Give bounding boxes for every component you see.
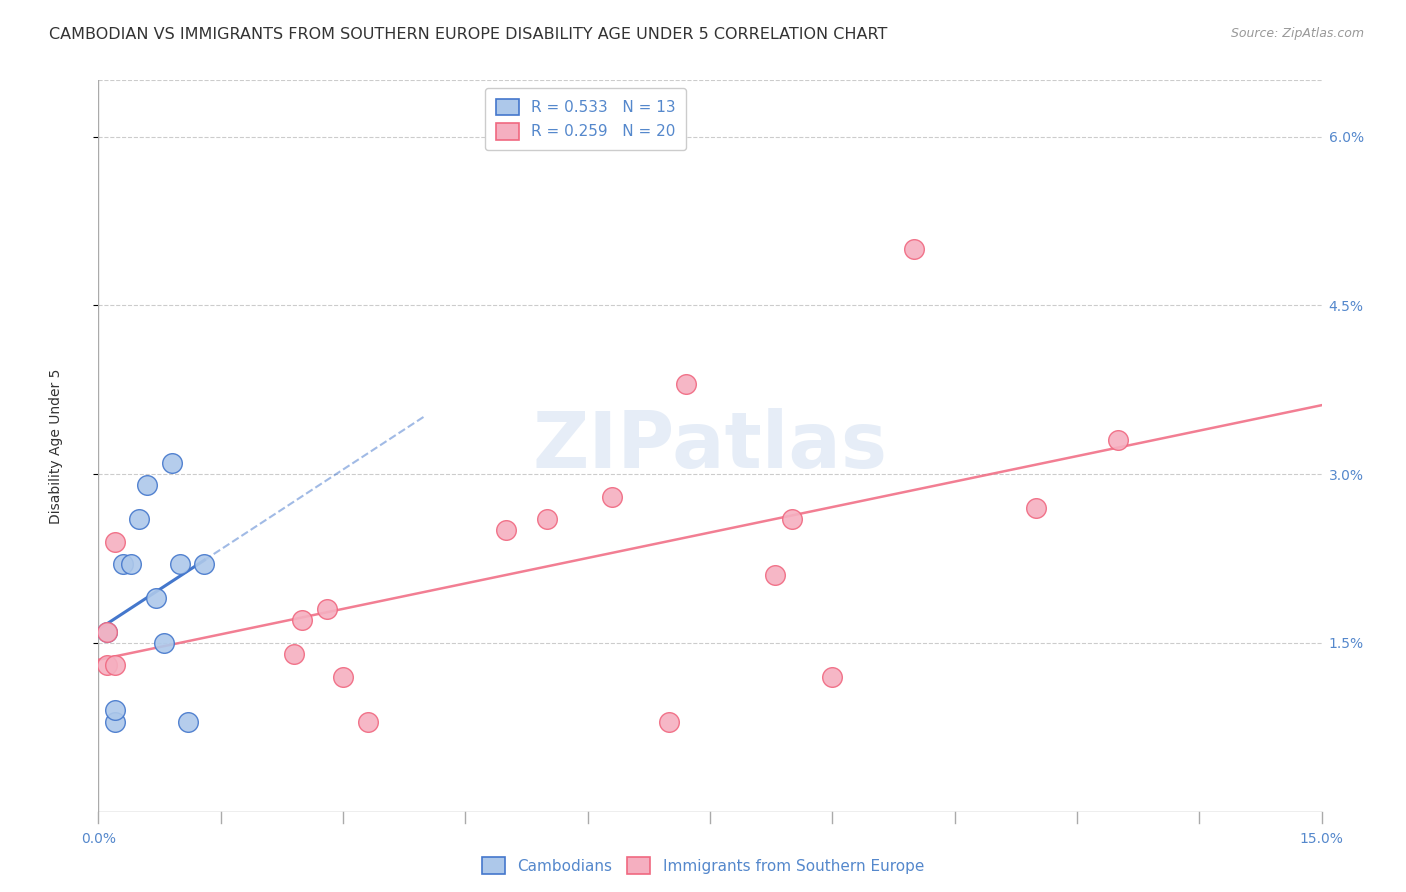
Text: ZIPatlas: ZIPatlas (533, 408, 887, 484)
Point (536, 512, 558, 526)
Point (111, 557, 134, 571)
Point (600, 490, 623, 504)
Point (291, 614, 314, 628)
Point (332, 670, 354, 684)
Text: 0.0%: 0.0% (82, 832, 115, 846)
Point (315, 602, 337, 616)
Legend: Cambodians, Immigrants from Southern Europe: Cambodians, Immigrants from Southern Eur… (475, 851, 931, 880)
Point (193, 557, 215, 571)
Y-axis label: Disability Age Under 5: Disability Age Under 5 (49, 368, 63, 524)
Point (283, 647, 305, 661)
Point (1107, 434, 1129, 448)
Point (120, 557, 142, 571)
Point (821, 670, 844, 684)
Point (177, 714, 200, 729)
Point (658, 714, 681, 729)
Point (104, 534, 127, 549)
Point (136, 478, 159, 492)
Text: Source: ZipAtlas.com: Source: ZipAtlas.com (1230, 27, 1364, 40)
Point (104, 658, 127, 673)
Point (495, 524, 517, 538)
Point (763, 568, 786, 582)
Point (903, 242, 925, 256)
Text: 15.0%: 15.0% (1299, 832, 1344, 846)
Point (1025, 500, 1047, 515)
Point (96, 624, 118, 639)
Point (356, 714, 378, 729)
Text: CAMBODIAN VS IMMIGRANTS FROM SOUTHERN EUROPE DISABILITY AGE UNDER 5 CORRELATION : CAMBODIAN VS IMMIGRANTS FROM SOUTHERN EU… (49, 27, 887, 42)
Point (169, 557, 191, 571)
Point (152, 636, 174, 650)
Point (96, 624, 118, 639)
Legend: R = 0.533   N = 13, R = 0.259   N = 20: R = 0.533 N = 13, R = 0.259 N = 20 (485, 88, 686, 150)
Point (128, 512, 150, 526)
Point (145, 591, 167, 605)
Point (160, 456, 183, 470)
Point (780, 512, 803, 526)
Point (96, 658, 118, 673)
Point (104, 714, 127, 729)
Point (675, 377, 697, 392)
Point (104, 703, 127, 717)
